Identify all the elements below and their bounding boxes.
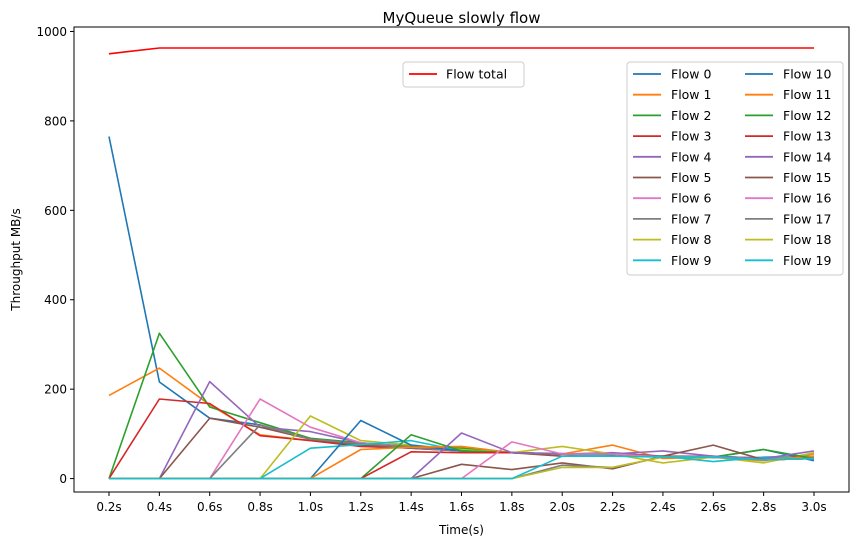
legend-label: Flow 13: [783, 129, 831, 144]
y-axis: 0 200 400 600 800 1000: [36, 25, 74, 486]
x-axis: 0.2s 0.4s 0.6s 0.8s 1.0s 1.2s 1.4s 1.6s 1.8s 2.0s…: [96, 492, 827, 514]
x-tick-label: 0.6s: [197, 500, 222, 514]
legend-label: Flow 4: [671, 149, 712, 164]
y-tick-label: 400: [44, 293, 67, 307]
legend-label: Flow 15: [783, 170, 831, 185]
y-axis-label: Throughput MB/s: [9, 208, 23, 311]
legend-label: Flow 10: [783, 67, 831, 82]
y-tick-label: 200: [44, 383, 67, 397]
x-tick-label: 1.2s: [348, 500, 373, 514]
legend-label: Flow 9: [671, 253, 712, 268]
legend-label: Flow 2: [671, 108, 711, 123]
legend-label: Flow 1: [671, 87, 711, 102]
legend-label: Flow 18: [783, 232, 831, 247]
x-tick-label: 2.2s: [600, 500, 625, 514]
legend-label: Flow 5: [671, 170, 711, 185]
legend-label: Flow 14: [783, 149, 831, 164]
x-tick-label: 3.0s: [801, 500, 826, 514]
legend-total-box: [402, 61, 525, 88]
legend-main-box: [626, 61, 844, 276]
legend-main: Flow 0 Flow 1 Flow 2 Flow 3 Flow 4 Flow 5 Flow…: [626, 61, 844, 276]
series-line-flow-19: [109, 455, 815, 480]
x-tick-label: 0.8s: [247, 500, 272, 514]
series-line-flow-total: [108, 47, 814, 55]
chart-title: MyQueue slowly flow: [383, 9, 541, 27]
series-line-flow-3: [108, 398, 815, 480]
legend-label: Flow 16: [783, 191, 831, 206]
y-tick-label: 0: [59, 472, 67, 486]
legend-label: Flow 17: [783, 211, 831, 226]
legend-label: Flow 6: [671, 191, 712, 206]
legend-label: Flow 11: [783, 87, 831, 102]
x-axis-label: Time(s): [438, 523, 484, 537]
legend-label: Flow 19: [783, 253, 831, 268]
x-tick-label: 0.4s: [147, 500, 172, 514]
x-tick-label: 1.6s: [449, 500, 474, 514]
legend-label: Flow total: [446, 67, 507, 82]
y-tick-label: 800: [44, 114, 67, 128]
x-tick-label: 2.4s: [650, 500, 675, 514]
y-tick-label: 600: [44, 204, 67, 218]
legend-total: Flow total: [402, 61, 525, 88]
x-tick-label: 1.4s: [398, 500, 423, 514]
legend-label: Flow 0: [671, 67, 712, 82]
x-tick-label: 2.8s: [751, 500, 776, 514]
x-tick-label: 2.0s: [550, 500, 575, 514]
x-tick-label: 0.2s: [96, 500, 121, 514]
legend-label: Flow 3: [671, 129, 711, 144]
y-tick-label: 1000: [36, 25, 67, 39]
x-tick-label: 1.8s: [499, 500, 524, 514]
legend-label: Flow 8: [671, 232, 712, 247]
series-layer: [108, 47, 815, 480]
legend-label: Flow 12: [783, 108, 831, 123]
x-tick-label: 2.6s: [701, 500, 726, 514]
x-tick-label: 1.0s: [298, 500, 323, 514]
legend-label: Flow 7: [671, 211, 711, 226]
series-line-flow-6: [109, 398, 815, 480]
